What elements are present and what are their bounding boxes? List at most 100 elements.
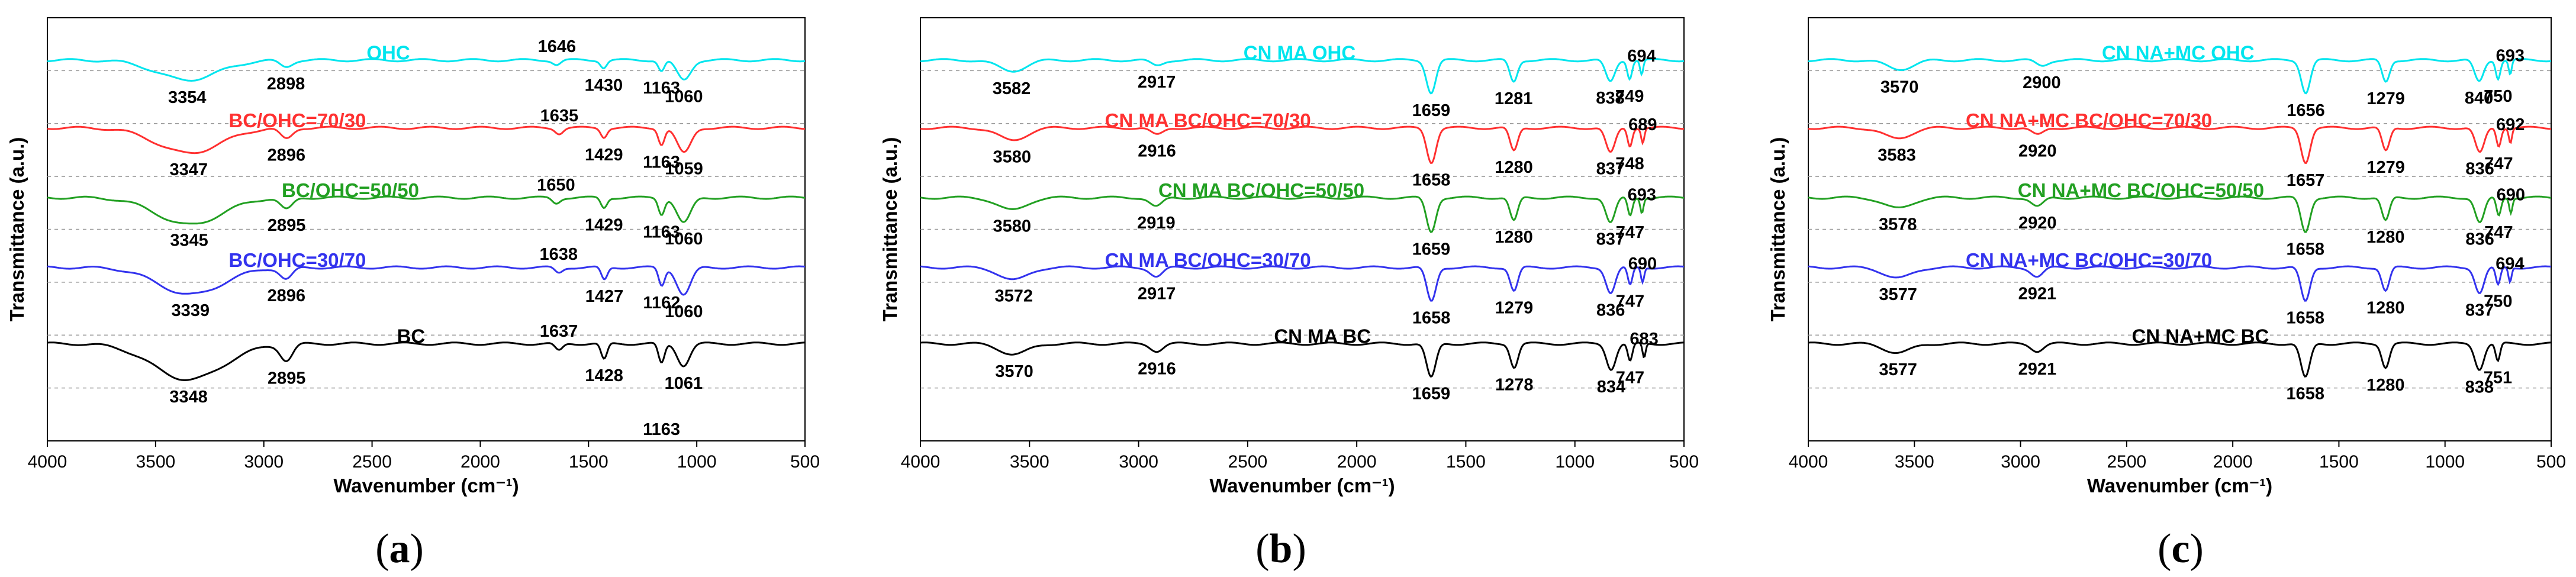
series-label: CN MA BC [1274,325,1371,347]
peak-label: 2895 [268,369,306,388]
peak-label: 2920 [2018,141,2057,160]
chart-panel-a: 4000 3500 3000 2500 2000 1500 1000 500 Wavenumbe… [6,17,820,572]
peak-label: 840 [2465,89,2493,108]
series-label: CN NA+MC OHC [2102,42,2255,64]
x-tick-label: 4000 [1789,452,1828,472]
x-tick-label: 1000 [2425,452,2465,472]
peak-label: 1638 [540,245,578,264]
x-tick-label: 3000 [1119,452,1158,472]
x-tick-label: 500 [1669,452,1699,472]
peak-label: 838 [2465,378,2494,397]
x-tick-label: 1000 [1555,452,1595,472]
x-tick-label: 3500 [136,452,175,472]
peak-label: 1635 [540,107,579,125]
series-label: CN MA BC/OHC=70/30 [1105,109,1311,131]
peak-label: 3348 [169,388,208,407]
x-tick-label: 2000 [2213,452,2253,472]
series-line [920,125,1685,165]
chart-panel-c: 4000 3500 3000 2500 2000 1500 1000 500 Wavenumbe… [1767,17,2566,572]
x-tick-label: 500 [2536,452,2566,472]
peak-label: 2900 [2023,73,2061,92]
peak-label: 1430 [585,76,623,95]
peak-label: 3339 [171,301,210,320]
peak-label: 1163 [643,79,680,98]
series-label: CN NA+MC BC/OHC=70/30 [1966,109,2212,131]
x-tick-label: 1000 [677,452,717,472]
x-tick-label: 1500 [569,452,608,472]
series-line [47,341,806,382]
panel-caption: (c) [2158,526,2204,572]
peak-label: 689 [1628,115,1657,134]
peak-label: 3578 [1879,215,1917,234]
panel-letter: c [2171,526,2189,572]
peak-label: 1646 [538,37,577,56]
peak-label: 1656 [2287,101,2325,120]
peak-label: 3347 [170,160,208,179]
series-label: BC/OHC=50/50 [282,179,419,201]
x-tick-label: 1500 [2319,452,2359,472]
panel-letter: a [389,526,410,572]
peak-label: 1650 [537,176,575,195]
peak-label: 747 [1616,223,1644,242]
y-axis-title: Transmittance (a.u.) [6,137,28,322]
peak-label: 1280 [1495,158,1533,177]
panel-letter: b [1270,526,1293,572]
peak-label: 690 [2497,185,2525,204]
series-line [1808,341,2552,378]
peak-label: 1657 [2287,171,2325,190]
peak-label: 3345 [170,231,208,250]
series-label: CN MA BC/OHC=50/50 [1158,179,1364,201]
peak-label: 838 [1596,89,1624,108]
series-line [1808,195,2552,233]
peak-label: 1163 [643,223,680,241]
series-label: CN MA BC/OHC=30/70 [1105,249,1311,271]
peak-label: 1280 [2366,298,2405,317]
peak-label: 836 [2465,230,2494,249]
x-axis-title: Wavenumber (cm⁻¹) [2087,475,2272,497]
peak-label: 1658 [1412,308,1451,327]
peak-label: 1278 [1495,376,1534,395]
peak-label: 683 [1630,330,1658,349]
peak-label: 748 [1615,154,1644,173]
x-tick-label: 3500 [1895,452,1934,472]
peak-label: 751 [2484,369,2512,388]
peak-label: 2916 [1138,360,1176,379]
x-axis-title: Wavenumber (cm⁻¹) [1209,475,1395,497]
series-line [47,58,806,82]
peak-label: 2921 [2018,360,2057,379]
peak-label: 1281 [1495,89,1533,108]
series-line [1808,58,2552,95]
series-label: CN MA OHC [1244,42,1355,64]
series-label: CN NA+MC BC/OHC=30/70 [1966,249,2212,271]
peak-label: 1060 [665,230,703,249]
peak-label: 1061 [665,374,703,393]
x-tick-label: 1500 [1446,452,1486,472]
series-line [920,265,1685,302]
peak-label: 1279 [2366,89,2405,108]
x-tick-label: 2500 [2107,452,2146,472]
peak-label: 2921 [2018,285,2057,304]
peak-label: 2898 [267,75,305,94]
peak-label: 3570 [995,362,1033,381]
peak-label: 3570 [1881,78,1919,96]
peak-label: 1060 [665,87,703,106]
series-line [920,341,1685,378]
panel-caption: (a) [375,526,424,572]
x-tick-label: 4000 [28,452,67,472]
series-label: BC/OHC=30/70 [228,249,366,271]
peak-label: 1280 [2366,376,2405,395]
peak-label: 1658 [2287,384,2325,403]
series-line [920,58,1685,95]
peak-label: 836 [2465,160,2494,179]
peak-label: 2916 [1138,141,1176,160]
series-line [920,195,1685,233]
series-line [47,195,806,225]
peak-label: 2896 [267,146,305,165]
peak-label: 1658 [2287,308,2325,327]
series-label: CN NA+MC BC/OHC=50/50 [2018,179,2264,201]
x-tick-label: 3000 [2001,452,2040,472]
series-label: CN NA+MC BC [2131,325,2269,347]
x-tick-label: 2000 [1337,452,1377,472]
